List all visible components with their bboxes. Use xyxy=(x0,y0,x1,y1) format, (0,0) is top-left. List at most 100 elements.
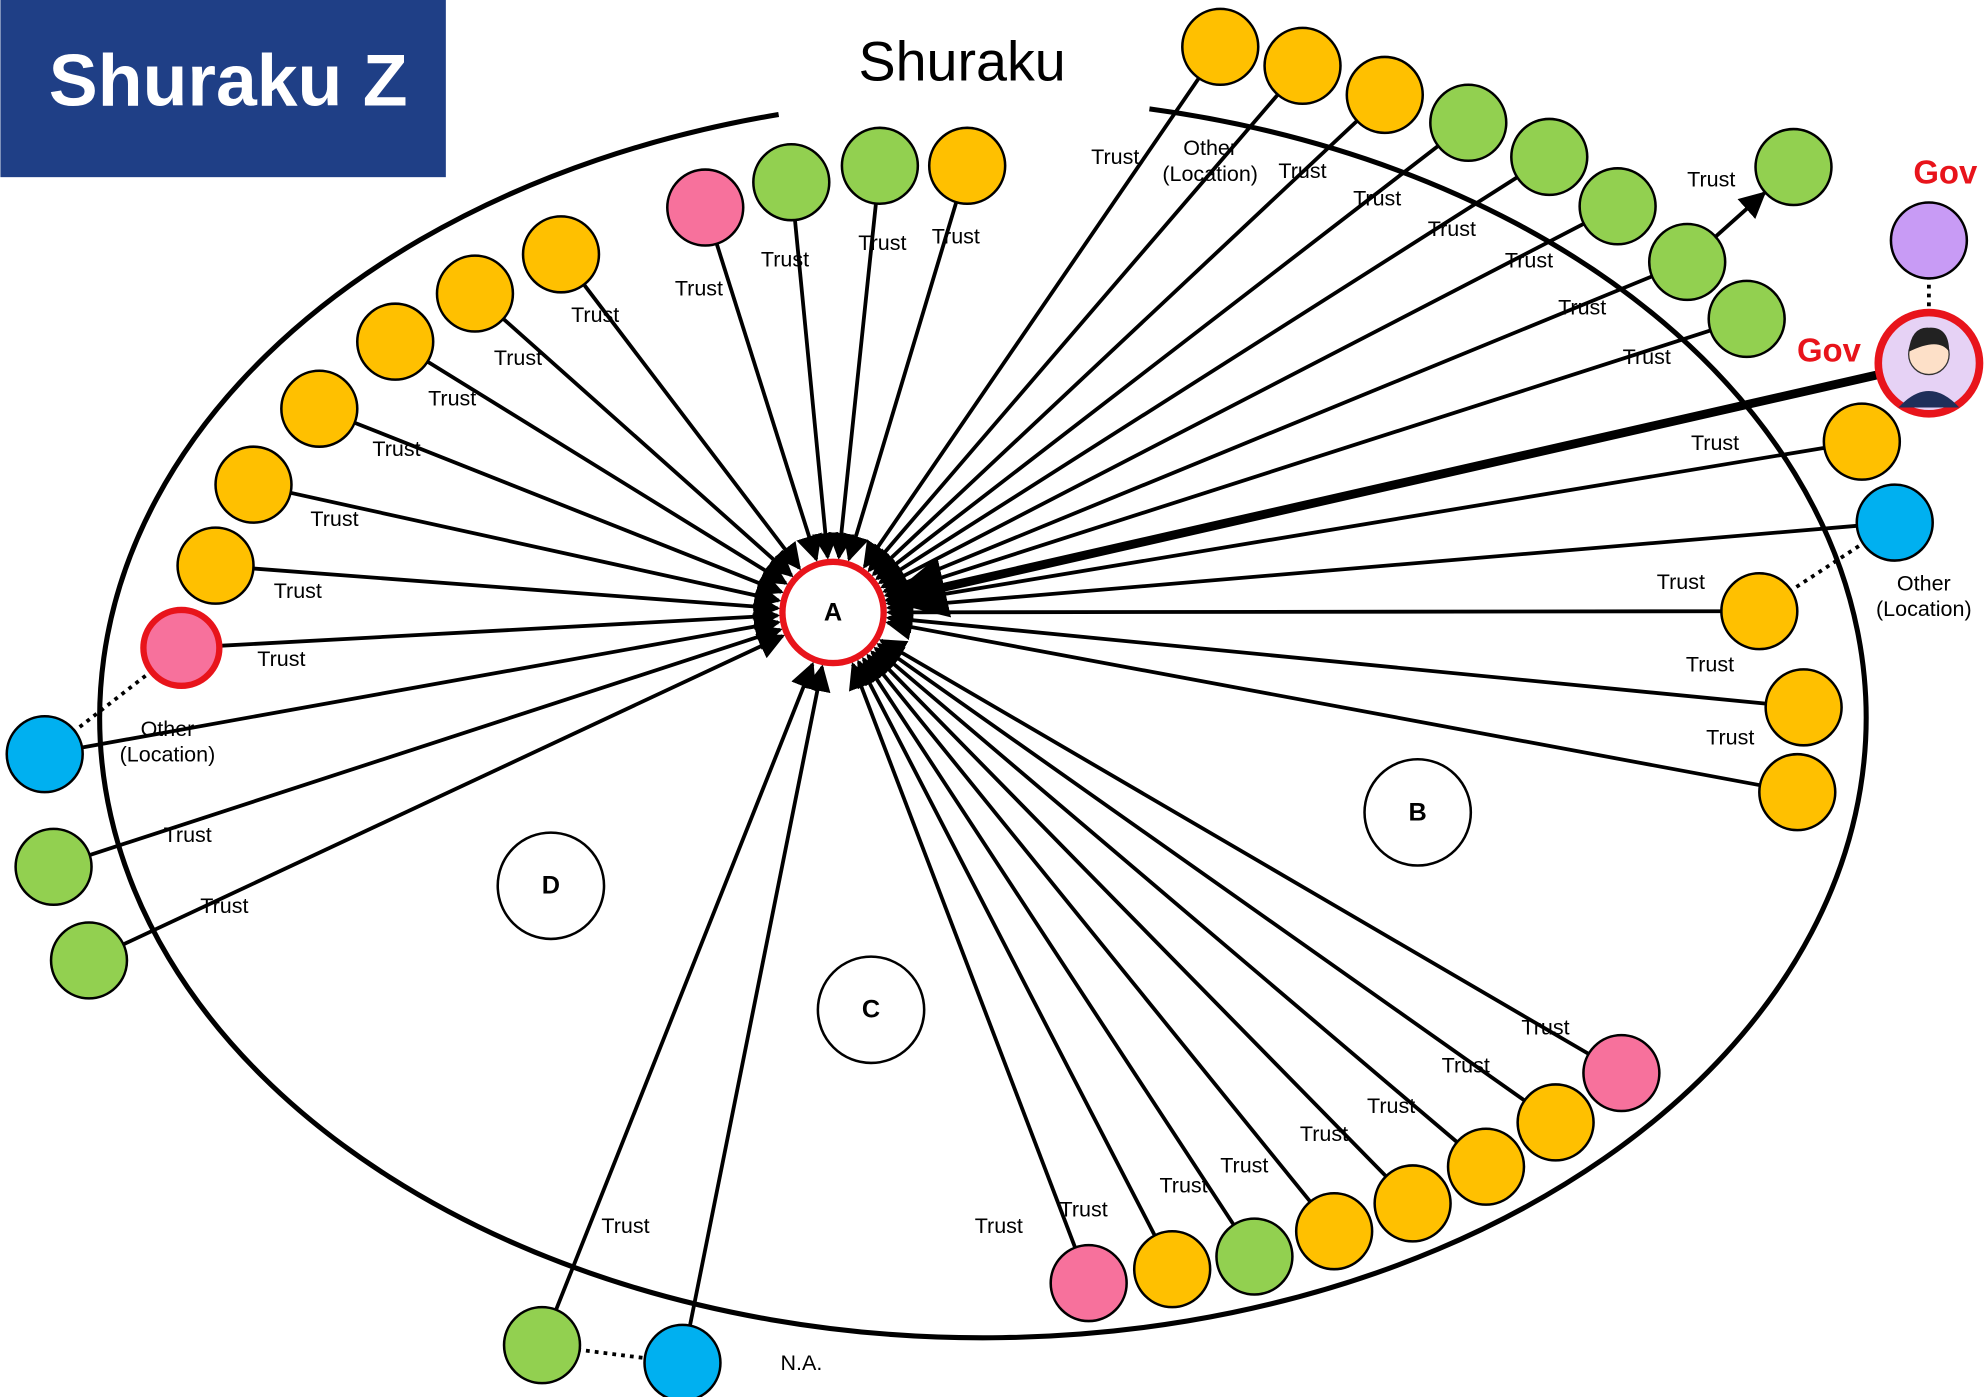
edge xyxy=(876,648,1458,1142)
node xyxy=(1518,1084,1594,1160)
node xyxy=(1891,202,1967,278)
edge-label: Trust xyxy=(761,247,809,271)
edge xyxy=(864,659,1234,1225)
location-label-line: Other xyxy=(1897,571,1951,595)
node xyxy=(1448,1129,1524,1205)
edge-label: Trust xyxy=(1300,1122,1348,1146)
edge-label: Trust xyxy=(1367,1094,1415,1118)
location-label-line: (Location) xyxy=(120,742,216,766)
edge-label: Trust xyxy=(932,225,980,249)
location-label: Other(Location) xyxy=(1162,136,1258,186)
edge xyxy=(219,615,777,645)
edge-label: Trust xyxy=(1686,652,1734,676)
node xyxy=(1759,754,1835,830)
edge xyxy=(253,569,777,609)
na-label: N.A. xyxy=(781,1351,823,1375)
node xyxy=(1511,119,1587,195)
node xyxy=(504,1307,580,1383)
edge xyxy=(853,664,1075,1247)
node xyxy=(178,528,254,604)
edge xyxy=(839,204,876,558)
node xyxy=(16,829,92,905)
edge xyxy=(888,623,1760,786)
edge-label: Trust xyxy=(601,1214,649,1238)
edge-label: Trust xyxy=(1060,1198,1108,1222)
header-title: Shuraku Z xyxy=(49,39,408,121)
edge-label: Trust xyxy=(257,647,305,671)
node xyxy=(357,304,433,380)
node xyxy=(1756,129,1832,205)
edge-label: Trust xyxy=(1278,159,1326,183)
edge-label: Trust xyxy=(571,303,619,327)
node xyxy=(1051,1245,1127,1321)
edge-label: Trust xyxy=(1657,570,1705,594)
edge-label: Trust xyxy=(200,894,248,918)
location-label-line: Other xyxy=(141,717,195,741)
edge xyxy=(291,493,779,601)
location-label-line: (Location) xyxy=(1162,162,1258,186)
location-label-line: (Location) xyxy=(1876,597,1972,621)
edge-label: Trust xyxy=(1691,431,1739,455)
edge-label: Trust xyxy=(1558,295,1606,319)
node xyxy=(929,128,1005,204)
region-label: C xyxy=(862,996,880,1024)
node xyxy=(1347,57,1423,133)
edge-label: Trust xyxy=(1428,217,1476,241)
location-label-line: Other xyxy=(1183,136,1237,160)
region-label: D xyxy=(542,872,560,900)
edge-label: Trust xyxy=(372,437,420,461)
edge-label: Trust xyxy=(274,579,322,603)
node xyxy=(1857,485,1933,561)
node xyxy=(143,610,219,686)
node xyxy=(645,1325,721,1397)
edge xyxy=(877,146,1438,579)
edge xyxy=(849,202,956,559)
node xyxy=(1182,9,1258,85)
gov-label: Gov xyxy=(1913,153,1978,190)
edge-label: Trust xyxy=(1505,249,1553,273)
edge xyxy=(879,645,1525,1101)
node xyxy=(1649,224,1725,300)
node xyxy=(1824,404,1900,480)
node xyxy=(1721,573,1797,649)
node xyxy=(667,170,743,246)
edge xyxy=(885,276,1653,591)
edge xyxy=(556,664,812,1310)
region-label: B xyxy=(1409,798,1427,826)
node xyxy=(7,716,83,792)
edge xyxy=(690,667,822,1326)
edge-label: Trust xyxy=(675,276,723,300)
node xyxy=(281,371,357,447)
node xyxy=(1583,1035,1659,1111)
node xyxy=(437,256,513,332)
node xyxy=(1709,281,1785,357)
node xyxy=(51,922,127,998)
edges xyxy=(45,78,1929,1363)
edge-label: Trust xyxy=(1687,168,1735,192)
edge xyxy=(1716,193,1765,236)
node xyxy=(216,447,292,523)
node xyxy=(1580,168,1656,244)
node xyxy=(1766,669,1842,745)
node xyxy=(1375,1165,1451,1241)
edge-label: Trust xyxy=(975,1214,1023,1238)
region-label: A xyxy=(824,598,842,626)
node xyxy=(523,216,599,292)
edge-label: Trust xyxy=(428,387,476,411)
edge xyxy=(888,618,1765,704)
title: Shuraku xyxy=(858,31,1065,93)
node xyxy=(1134,1231,1210,1307)
location-label: Other(Location) xyxy=(1876,571,1972,621)
edge-label: Trust xyxy=(858,231,906,255)
edge-label: Trust xyxy=(1623,345,1671,369)
page: {"header": {"title": "Shuraku Z"}, "titl… xyxy=(0,0,1985,1397)
gov-label: Gov xyxy=(1797,332,1862,369)
edge-label: Trust xyxy=(1353,187,1401,211)
edge xyxy=(868,656,1310,1202)
location-label: Other(Location) xyxy=(120,717,216,767)
node xyxy=(842,128,918,204)
node xyxy=(1265,28,1341,104)
edge-label: Trust xyxy=(494,346,542,370)
edge xyxy=(889,611,1722,612)
edge-label: Trust xyxy=(164,823,212,847)
